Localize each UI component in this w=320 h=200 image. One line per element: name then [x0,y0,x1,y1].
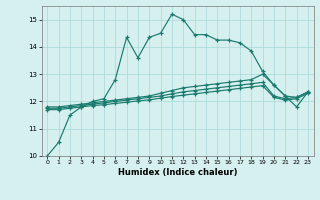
X-axis label: Humidex (Indice chaleur): Humidex (Indice chaleur) [118,168,237,177]
